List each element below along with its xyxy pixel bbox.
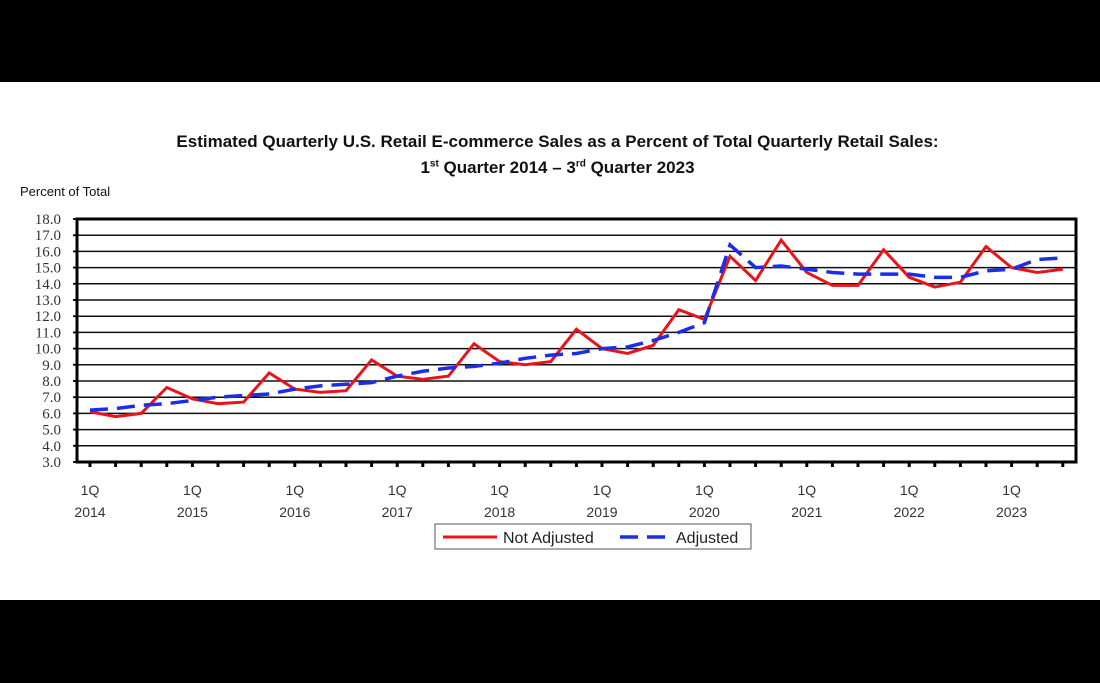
y-tick-label: 18.0 bbox=[35, 212, 61, 228]
y-tick-label: 10.0 bbox=[35, 342, 61, 358]
y-tick-label: 5.0 bbox=[42, 423, 61, 439]
y-tick-label: 11.0 bbox=[35, 325, 61, 341]
y-tick-label: 7.0 bbox=[42, 390, 61, 406]
y-tick-label: 14.0 bbox=[35, 277, 61, 293]
x-tick-label-year: 2017 bbox=[382, 504, 413, 520]
y-tick-label: 13.0 bbox=[35, 293, 61, 309]
x-tick-label-quarter: 1Q bbox=[593, 482, 612, 498]
y-tick-label: 12.0 bbox=[35, 309, 61, 325]
x-tick-label-year: 2014 bbox=[74, 504, 105, 520]
y-axis-label: Percent of Total bbox=[20, 184, 111, 199]
x-tick-label-quarter: 1Q bbox=[695, 482, 714, 498]
x-tick-label-quarter: 1Q bbox=[900, 482, 919, 498]
series-line-not-adjusted bbox=[89, 237, 1063, 419]
x-tick-label-year: 2021 bbox=[791, 504, 822, 520]
x-tick-label-quarter: 1Q bbox=[285, 482, 304, 498]
x-tick-label-quarter: 1Q bbox=[797, 482, 816, 498]
x-tick-label-quarter: 1Q bbox=[388, 482, 407, 498]
x-tick-label-quarter: 1Q bbox=[183, 482, 202, 498]
x-tick-label-year: 2020 bbox=[689, 504, 720, 520]
chart-page: Estimated Quarterly U.S. Retail E-commer… bbox=[0, 82, 1100, 600]
x-tick-label-quarter: 1Q bbox=[81, 482, 100, 498]
x-tick-label-year: 2015 bbox=[177, 504, 208, 520]
legend-label-not-adjusted: Not Adjusted bbox=[503, 530, 594, 547]
y-tick-label: 4.0 bbox=[42, 439, 61, 455]
plot-frame bbox=[75, 217, 1078, 464]
x-tick-label-year: 2022 bbox=[894, 504, 925, 520]
x-tick-label-quarter: 1Q bbox=[490, 482, 509, 498]
y-tick-label: 8.0 bbox=[42, 374, 61, 390]
y-tick-label: 3.0 bbox=[42, 455, 61, 471]
x-tick-label-year: 2016 bbox=[279, 504, 310, 520]
x-tick-label-year: 2018 bbox=[484, 504, 515, 520]
x-tick-label-quarter: 1Q bbox=[1002, 482, 1021, 498]
y-tick-label: 9.0 bbox=[42, 358, 61, 374]
y-tick-label: 15.0 bbox=[35, 261, 61, 277]
y-tick-label: 17.0 bbox=[35, 228, 61, 244]
x-tick-label-year: 2023 bbox=[996, 504, 1027, 520]
y-tick-label: 6.0 bbox=[42, 406, 61, 422]
x-tick-label-year: 2019 bbox=[586, 504, 617, 520]
chart-title-line1: Estimated Quarterly U.S. Retail E-commer… bbox=[176, 132, 939, 151]
chart-title-line2: 1st Quarter 2014 – 3rd Quarter 2023 bbox=[420, 158, 695, 177]
y-tick-label: 16.0 bbox=[35, 244, 61, 260]
legend-label-adjusted: Adjusted bbox=[676, 530, 738, 547]
